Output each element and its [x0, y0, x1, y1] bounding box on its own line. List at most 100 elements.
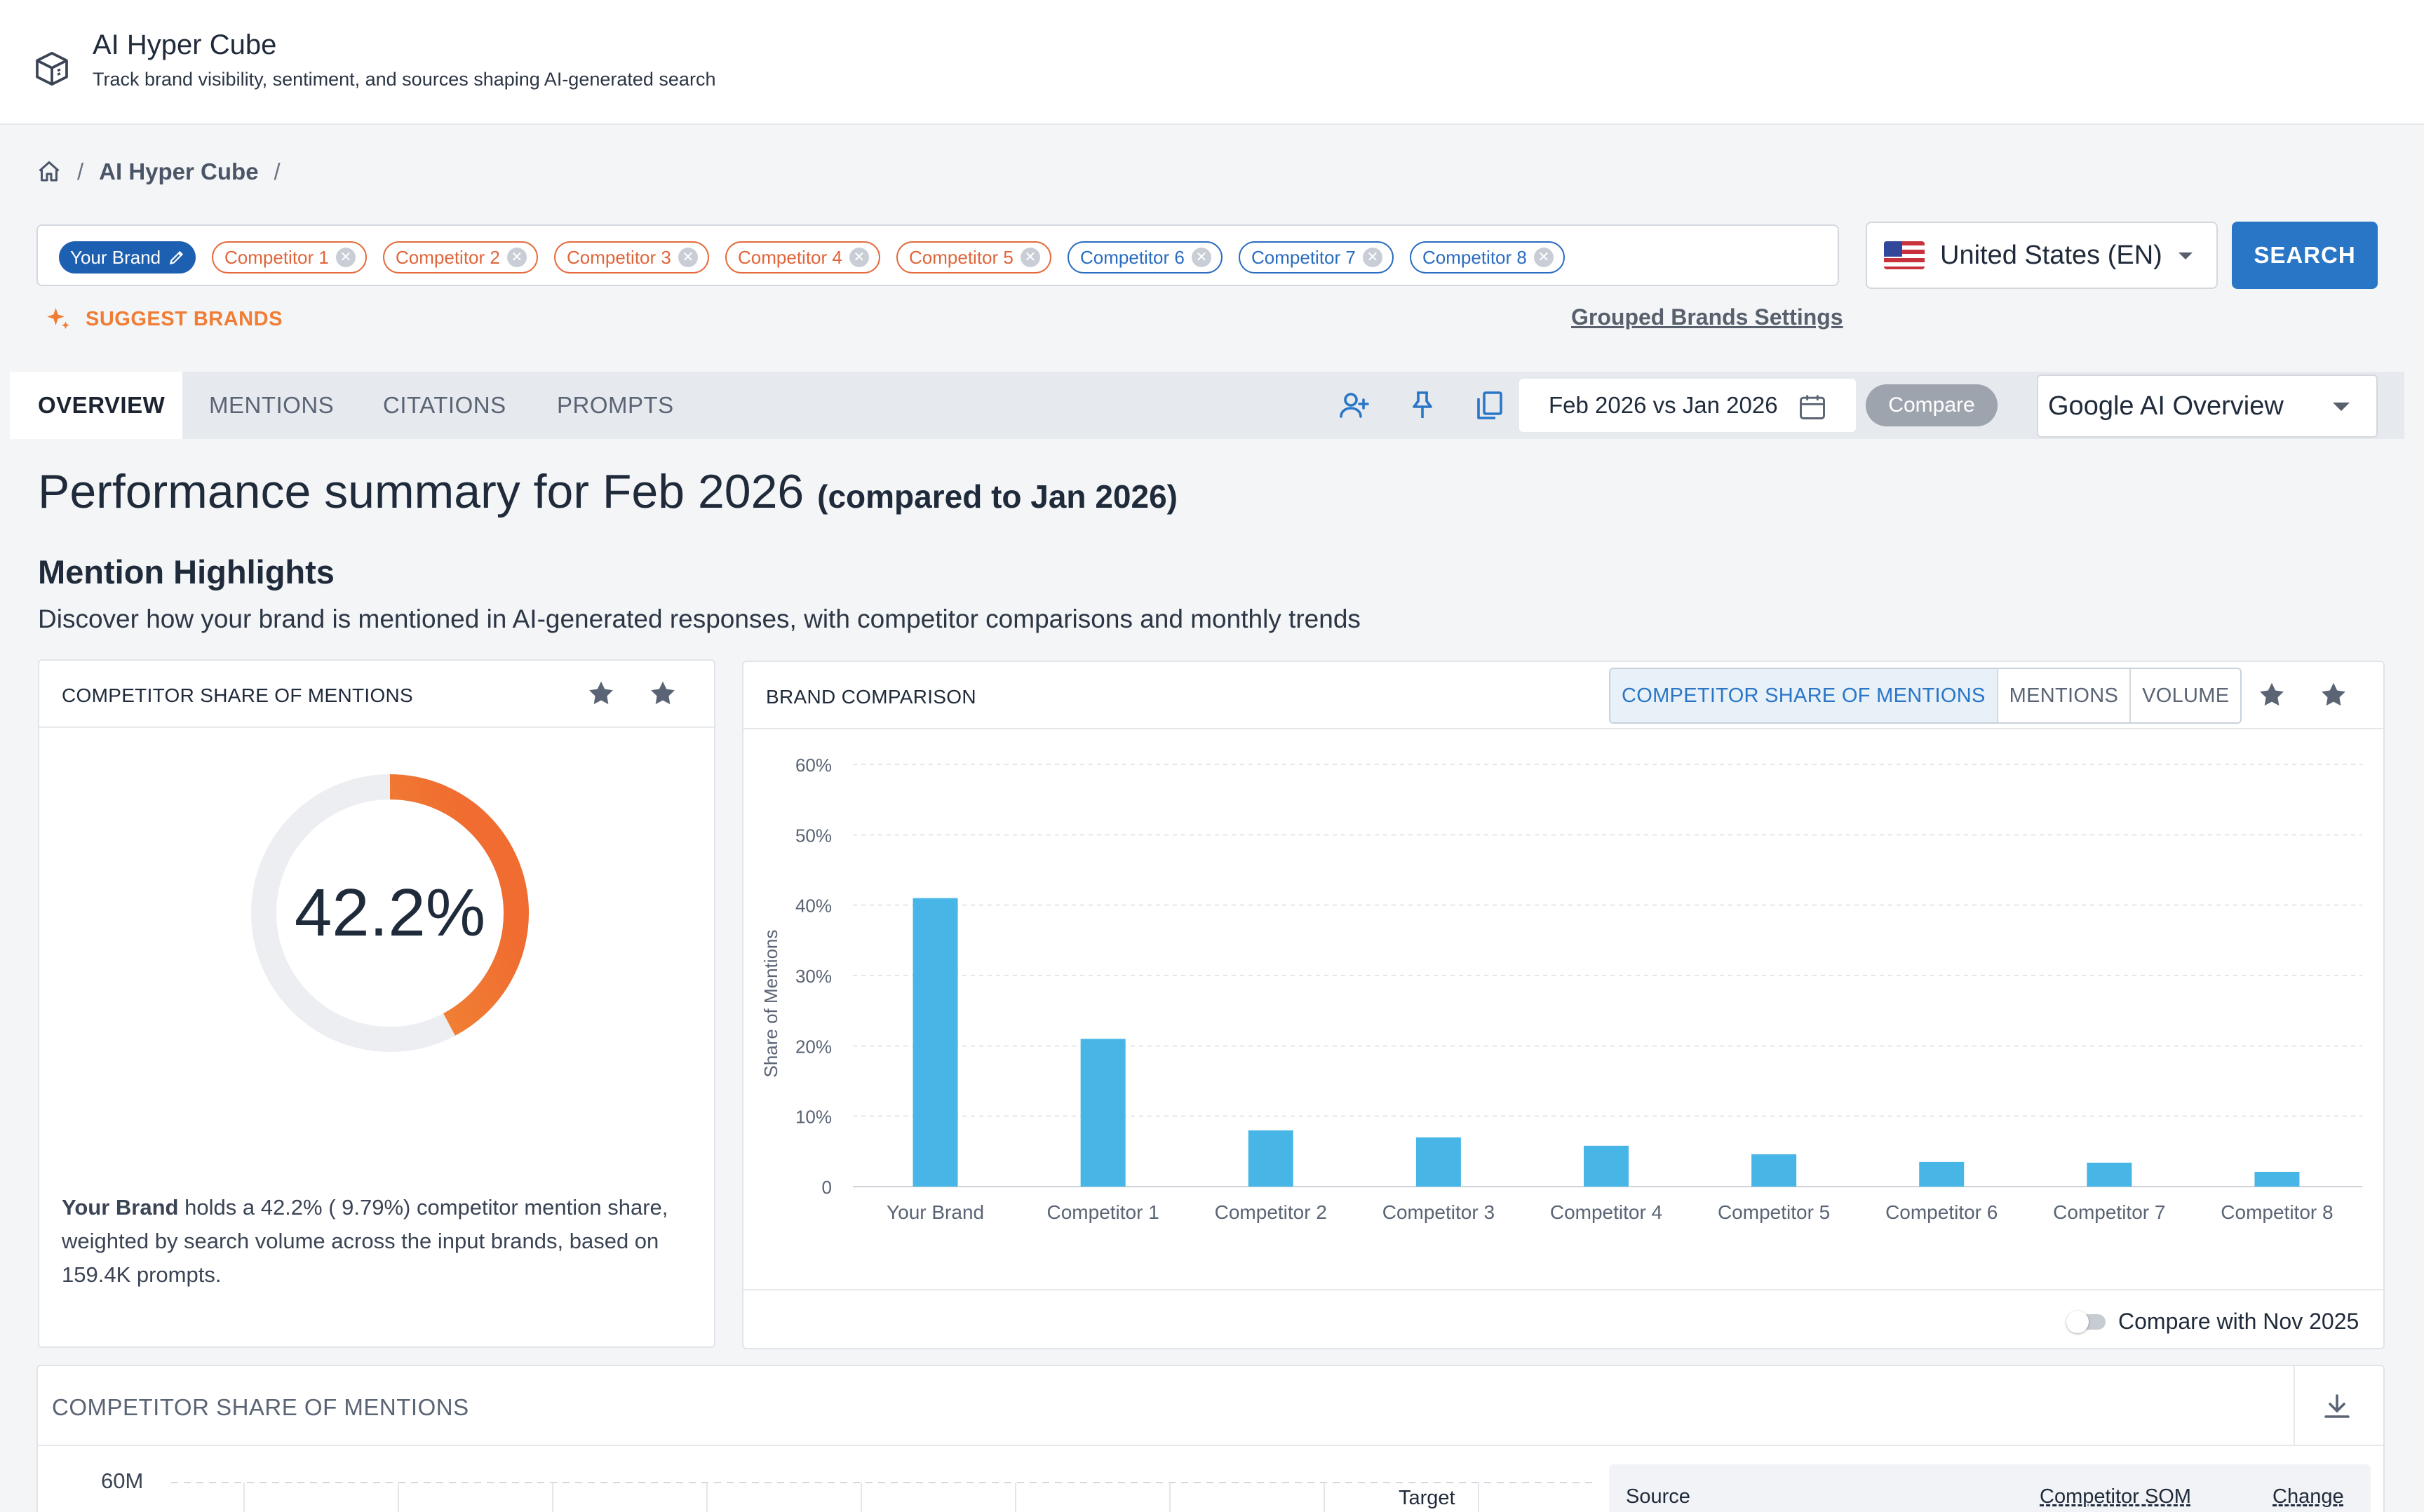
tab-overview[interactable]: OVERVIEW — [10, 372, 182, 439]
chip-label: Competitor 7 — [1251, 246, 1356, 268]
chevron-down-icon — [2179, 252, 2193, 259]
chevron-down-icon — [2333, 403, 2350, 411]
share-description: Your Brand holds a 42.2% ( 9.79%) compet… — [62, 1191, 693, 1292]
brand-chip[interactable]: Competitor 3 ✕ — [554, 241, 709, 274]
remove-chip-icon[interactable]: ✕ — [849, 248, 869, 267]
y-tick-label: 40% — [795, 896, 832, 917]
page-title-compare-note: (compared to Jan 2026) — [817, 478, 1178, 515]
divider — [2294, 1366, 2295, 1445]
star-icon[interactable] — [647, 677, 679, 710]
bar — [2254, 1171, 2300, 1187]
chip-label: Competitor 8 — [1422, 246, 1527, 268]
breadcrumb-item[interactable]: AI Hyper Cube — [99, 158, 259, 184]
bar — [1080, 1039, 1126, 1187]
brand-chip[interactable]: Competitor 8 ✕ — [1410, 241, 1565, 274]
brand-comparison-bar-chart: 0 10% 20% 30% 40% 50% 60% Share of Mentions Your… — [760, 755, 2362, 1223]
section-description: Discover how your brand is mentioned in … — [38, 605, 1361, 633]
pencil-icon[interactable] — [168, 248, 186, 266]
share-brand-name: Your Brand — [62, 1195, 179, 1220]
brand-chip[interactable]: Competitor 5 ✕ — [896, 241, 1051, 274]
card-title: COMPETITOR SHARE OF MENTIONS — [62, 684, 414, 706]
segment-volume[interactable]: VOLUME — [2142, 684, 2230, 707]
bar — [2087, 1162, 2132, 1187]
x-tick-label: Competitor 4 — [1550, 1201, 1662, 1223]
bar — [1751, 1154, 1797, 1187]
card-footer: Compare with Nov 2025 — [743, 1289, 2383, 1348]
chip-label: Competitor 4 — [738, 246, 842, 268]
tabs-bar: OVERVIEW MENTIONS CITATIONS PROMPTS — [10, 372, 2404, 439]
bar — [1248, 1130, 1293, 1187]
home-icon[interactable] — [36, 159, 62, 184]
brand-chip[interactable]: Competitor 7 ✕ — [1239, 241, 1394, 274]
y-tick-label: 60% — [795, 755, 832, 776]
y-tick-label: 30% — [795, 966, 832, 987]
suggest-brands-button[interactable]: SUGGEST BRANDS — [43, 304, 283, 334]
compare-button[interactable]: Compare — [1866, 384, 1998, 426]
remove-chip-icon[interactable]: ✕ — [1533, 248, 1554, 267]
column-header-competitor-som[interactable]: Competitor SOM — [2040, 1485, 2191, 1508]
chip-label: Competitor 5 — [909, 246, 1014, 268]
breadcrumb-separator: / — [274, 158, 281, 184]
star-icon[interactable] — [585, 677, 617, 710]
tab-mentions[interactable]: MENTIONS — [209, 392, 335, 418]
copy-icon[interactable] — [1473, 389, 1507, 422]
brand-chip[interactable]: Competitor 2 ✕ — [383, 241, 538, 274]
segment-mentions[interactable]: MENTIONS — [1998, 669, 2132, 722]
brand-chip[interactable]: Competitor 4 ✕ — [725, 241, 880, 274]
app-subtitle: Track brand visibility, sentiment, and s… — [93, 69, 716, 90]
bar — [913, 898, 958, 1187]
country-select[interactable]: United States (EN) — [1866, 222, 2218, 289]
x-tick-label: Competitor 1 — [1047, 1201, 1159, 1223]
share-of-mentions-trend-card: COMPETITOR SHARE OF MENTIONS 60M Target … — [36, 1365, 2385, 1512]
share-of-mentions-card: COMPETITOR SHARE OF MENTIONS 42.2% Your … — [38, 659, 715, 1348]
remove-chip-icon[interactable]: ✕ — [1362, 248, 1382, 267]
share-note-text: holds a 42.2% ( 9.79%) competitor mentio… — [62, 1195, 668, 1287]
remove-chip-icon[interactable]: ✕ — [678, 248, 698, 267]
breadcrumb-separator: / — [77, 158, 84, 184]
app-title: AI Hyper Cube — [93, 29, 277, 60]
add-user-icon[interactable] — [1337, 389, 1371, 422]
card-header: BRAND COMPARISON COMPETITOR SHARE OF MEN… — [743, 662, 2383, 729]
remove-chip-icon[interactable]: ✕ — [335, 248, 356, 267]
column-header-change[interactable]: Change — [2272, 1485, 2344, 1508]
chip-label: Competitor 3 — [567, 246, 671, 268]
grouped-brands-settings-link[interactable]: Grouped Brands Settings — [1571, 304, 1843, 330]
compare-toggle[interactable] — [2066, 1311, 2106, 1333]
us-flag-icon — [1884, 241, 1925, 269]
star-icon[interactable] — [2317, 679, 2350, 711]
chip-label: Competitor 2 — [396, 246, 500, 268]
engine-value: Google AI Overview — [2048, 391, 2284, 421]
star-icon[interactable] — [2256, 679, 2288, 711]
bar — [1584, 1145, 1629, 1187]
y-tick-label: 0 — [822, 1177, 832, 1198]
tab-prompts[interactable]: PROMPTS — [557, 392, 674, 418]
x-tick-label: Competitor 7 — [2053, 1201, 2165, 1223]
brand-chip[interactable]: Competitor 1 ✕ — [212, 241, 367, 274]
date-range-picker[interactable]: Feb 2026 vs Jan 2026 — [1519, 379, 1856, 432]
tab-citations[interactable]: CITATIONS — [383, 392, 506, 418]
download-icon[interactable] — [2320, 1390, 2354, 1424]
column-header-source[interactable]: Source — [1626, 1485, 1690, 1508]
search-button[interactable]: SEARCH — [2232, 222, 2378, 289]
trend-grid — [171, 1482, 1595, 1512]
remove-chip-icon[interactable]: ✕ — [1191, 248, 1211, 267]
calendar-icon[interactable] — [1797, 391, 1828, 422]
brand-chip[interactable]: Competitor 6 ✕ — [1068, 241, 1223, 274]
bar — [1919, 1161, 1965, 1187]
ai-engine-select[interactable]: Google AI Overview — [2037, 374, 2378, 438]
brand-comparison-card: BRAND COMPARISON COMPETITOR SHARE OF MEN… — [742, 661, 2385, 1349]
date-range-value: Feb 2026 vs Jan 2026 — [1549, 392, 1778, 418]
x-tick-label: Competitor 6 — [1885, 1201, 1998, 1223]
breadcrumb: / AI Hyper Cube / — [36, 158, 281, 185]
donut-svg — [251, 774, 529, 1052]
segment-share-of-mentions[interactable]: COMPETITOR SHARE OF MENTIONS — [1610, 669, 1998, 722]
x-tick-label: Competitor 2 — [1215, 1201, 1327, 1223]
brand-chip-input[interactable]: Your Brand Competitor 1 ✕ Competitor 2 ✕ C… — [36, 224, 1839, 286]
remove-chip-icon[interactable]: ✕ — [506, 248, 527, 267]
x-tick-label: Competitor 8 — [2221, 1201, 2333, 1223]
chip-label: Competitor 1 — [224, 246, 329, 268]
pin-icon[interactable] — [1406, 389, 1439, 422]
remove-chip-icon[interactable]: ✕ — [1020, 248, 1040, 267]
y-axis-label: Share of Mentions — [760, 929, 781, 1077]
brand-chip-your-brand[interactable]: Your Brand — [59, 241, 196, 274]
